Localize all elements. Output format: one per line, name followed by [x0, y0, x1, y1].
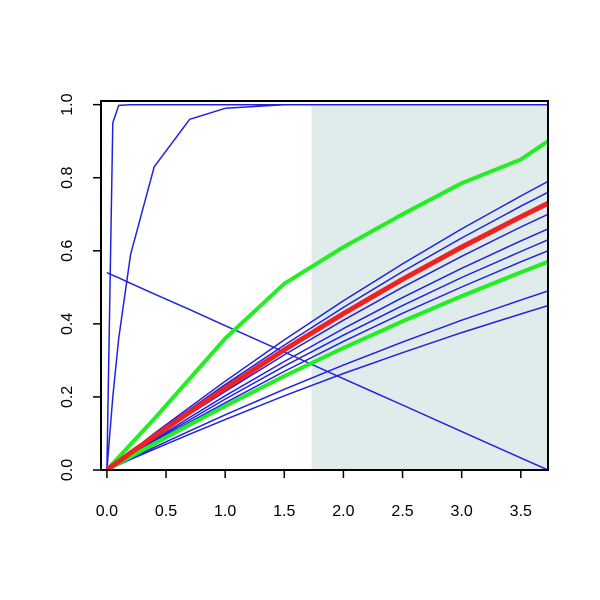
x-tick-label: 2.5	[391, 503, 413, 520]
y-tick-label: 0.4	[59, 313, 76, 335]
series-line	[105, 201, 548, 470]
y-tick-label: 1.0	[59, 93, 76, 115]
x-tick-label: 3.5	[510, 503, 532, 520]
y-tick-label: 0.8	[59, 167, 76, 189]
y-tick-label: 0.6	[59, 240, 76, 262]
series-line	[105, 139, 548, 470]
x-tick-label: 1.5	[273, 503, 295, 520]
y-tick-label: 0.0	[59, 459, 76, 481]
x-tick-label: 3.0	[451, 503, 473, 520]
series-line	[106, 272, 548, 470]
y-tick-label: 0.2	[59, 386, 76, 408]
shaded-region	[311, 104, 548, 470]
plot-box	[100, 100, 549, 471]
x-tick-label: 2.0	[332, 503, 354, 520]
x-tick-label: 0.0	[96, 503, 118, 520]
series-line	[106, 103, 548, 470]
x-tick-label: 1.0	[214, 503, 236, 520]
x-tick-label: 0.5	[155, 503, 177, 520]
